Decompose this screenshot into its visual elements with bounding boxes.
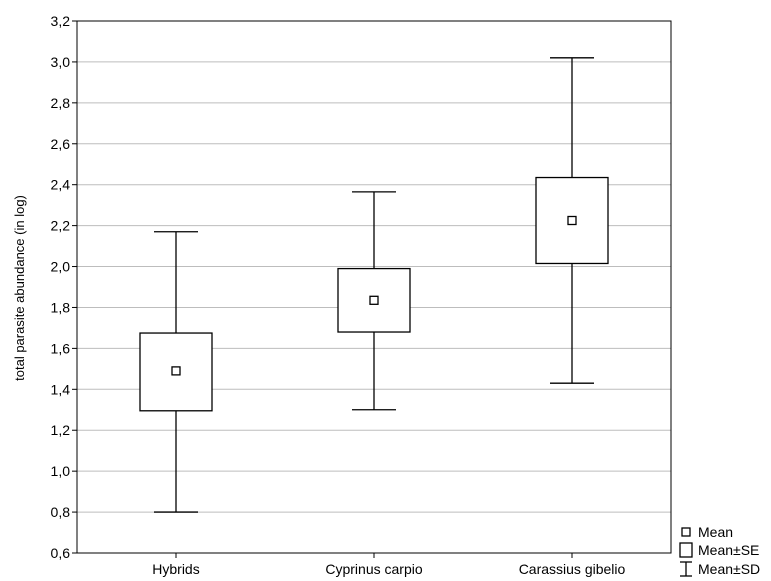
y-tick-label: 1,6 xyxy=(51,340,71,356)
y-tick-label: 2,2 xyxy=(51,218,71,234)
legend-label-mean: Mean xyxy=(698,524,733,540)
y-axis-label: total parasite abundance (in log) xyxy=(12,195,27,381)
mean-marker xyxy=(369,295,379,305)
legend-mean-swatch xyxy=(681,527,691,537)
se-box xyxy=(535,176,609,265)
mean-marker xyxy=(567,215,577,226)
mean-marker xyxy=(171,366,181,376)
y-tick-label: 0,6 xyxy=(51,545,71,561)
x-tick-label: Cyprinus carpio xyxy=(325,561,422,577)
group-hybrids xyxy=(139,231,213,513)
y-tick-label: 1,0 xyxy=(51,463,71,479)
y-tick-label: 3,0 xyxy=(51,54,71,70)
y-tick-label: 1,2 xyxy=(51,422,71,438)
y-tick-label: 1,4 xyxy=(51,381,71,397)
legend-se-swatch xyxy=(679,542,693,558)
y-tick-label: 3,2 xyxy=(51,13,71,29)
y-tick-label: 2,0 xyxy=(51,259,71,275)
group-cyprinus-carpio xyxy=(337,191,411,411)
legend-label-sd: Mean±SD xyxy=(698,561,760,577)
y-tick-label: 2,4 xyxy=(51,177,71,193)
y-tick-label: 2,6 xyxy=(51,136,71,152)
y-tick-label: 1,8 xyxy=(51,299,71,315)
legend: Mean Mean±SE Mean±SD xyxy=(679,524,760,577)
series-layer xyxy=(139,57,609,513)
x-tick-label: Carassius gibelio xyxy=(519,561,626,577)
axes: 0,6 0,8 1,0 1,2 1,4 1,6 1,8 2,0 2,2 2,4 2,6 2,8 3,0 3… xyxy=(51,13,672,577)
x-tick-label: Hybrids xyxy=(152,561,199,577)
legend-label-se: Mean±SE xyxy=(698,542,759,558)
group-carassius-gibelio xyxy=(535,57,609,384)
y-tick-label: 2,8 xyxy=(51,95,71,111)
y-tick-label: 0,8 xyxy=(51,504,71,520)
